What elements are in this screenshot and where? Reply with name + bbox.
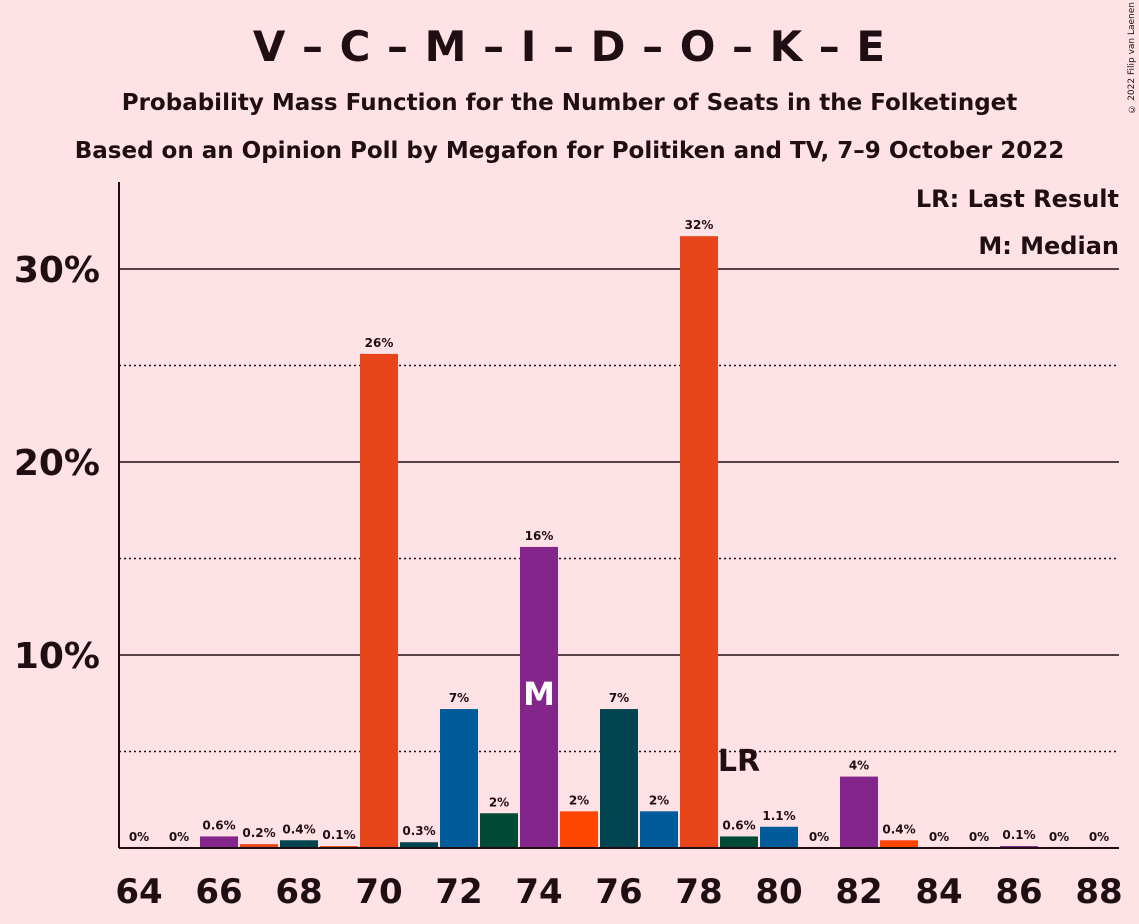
x-tick-label: 80 bbox=[755, 872, 802, 912]
data-label: 0.3% bbox=[402, 824, 435, 838]
chart-subtitle-source: Based on an Opinion Poll by Megafon for … bbox=[74, 138, 1065, 164]
y-tick-label: 10% bbox=[14, 636, 100, 677]
bar-seat-68 bbox=[280, 840, 318, 848]
data-label: 0% bbox=[1089, 830, 1109, 844]
data-label: 0% bbox=[129, 830, 149, 844]
data-label: 32% bbox=[685, 218, 714, 232]
data-label: 0.4% bbox=[282, 822, 315, 836]
data-label: 0% bbox=[169, 830, 189, 844]
bar-seat-72 bbox=[440, 709, 478, 848]
bar-seat-76 bbox=[600, 709, 638, 848]
x-tick-label: 76 bbox=[595, 872, 642, 912]
last-result-marker: LR bbox=[718, 744, 760, 779]
x-tick-label: 68 bbox=[275, 872, 322, 912]
data-label: 0.4% bbox=[882, 822, 915, 836]
bar-seat-82 bbox=[840, 776, 878, 848]
bar-seat-79 bbox=[720, 836, 758, 848]
legend-last-result: LR: Last Result bbox=[915, 185, 1119, 213]
data-label: 0.6% bbox=[202, 818, 235, 832]
x-tick-label: 66 bbox=[195, 872, 242, 912]
bar-seat-73 bbox=[480, 813, 518, 848]
data-label: 2% bbox=[489, 795, 509, 809]
bar-seat-67 bbox=[240, 844, 278, 848]
data-label: 0.2% bbox=[242, 826, 275, 840]
x-tick-label: 86 bbox=[995, 872, 1042, 912]
y-tick-label: 20% bbox=[14, 443, 100, 484]
data-label: 2% bbox=[649, 793, 669, 807]
data-label: 7% bbox=[609, 691, 629, 705]
bar-seat-77 bbox=[640, 811, 678, 848]
bar-seat-80 bbox=[760, 826, 798, 848]
y-tick-label: 30% bbox=[14, 250, 100, 291]
data-label: 0% bbox=[969, 830, 989, 844]
chart-title: V – C – M – I – D – O – K – E bbox=[252, 22, 887, 71]
data-label: 0% bbox=[809, 830, 829, 844]
x-tick-label: 74 bbox=[515, 872, 562, 912]
legend-median: M: Median bbox=[978, 232, 1119, 260]
data-label: 2% bbox=[569, 793, 589, 807]
x-tick-label: 64 bbox=[115, 872, 162, 912]
data-label: 0.6% bbox=[722, 818, 755, 832]
bar-seat-71 bbox=[400, 842, 438, 848]
x-tick-label: 70 bbox=[355, 872, 402, 912]
data-label: 16% bbox=[525, 529, 554, 543]
data-label: 26% bbox=[365, 336, 394, 350]
x-tick-label: 88 bbox=[1075, 872, 1122, 912]
data-label: 0% bbox=[1049, 830, 1069, 844]
x-tick-label: 82 bbox=[835, 872, 882, 912]
data-label: 0.1% bbox=[322, 828, 355, 842]
data-label: 4% bbox=[849, 759, 869, 773]
x-tick-label: 84 bbox=[915, 872, 962, 912]
data-label: 0.1% bbox=[1002, 828, 1035, 842]
data-label: 0% bbox=[929, 830, 949, 844]
bar-seat-83 bbox=[880, 840, 918, 848]
x-tick-label: 78 bbox=[675, 872, 722, 912]
chart-subtitle: Probability Mass Function for the Number… bbox=[121, 90, 1018, 116]
bar-seat-78 bbox=[680, 236, 718, 848]
bar-seat-74 bbox=[520, 546, 558, 848]
data-label: 1.1% bbox=[762, 809, 795, 823]
bar-seat-75 bbox=[560, 811, 598, 848]
data-label: 7% bbox=[449, 691, 469, 705]
bar-seat-66 bbox=[200, 836, 238, 848]
median-marker: M bbox=[523, 675, 555, 713]
x-tick-label: 72 bbox=[435, 872, 482, 912]
bar-seat-70 bbox=[360, 353, 398, 848]
